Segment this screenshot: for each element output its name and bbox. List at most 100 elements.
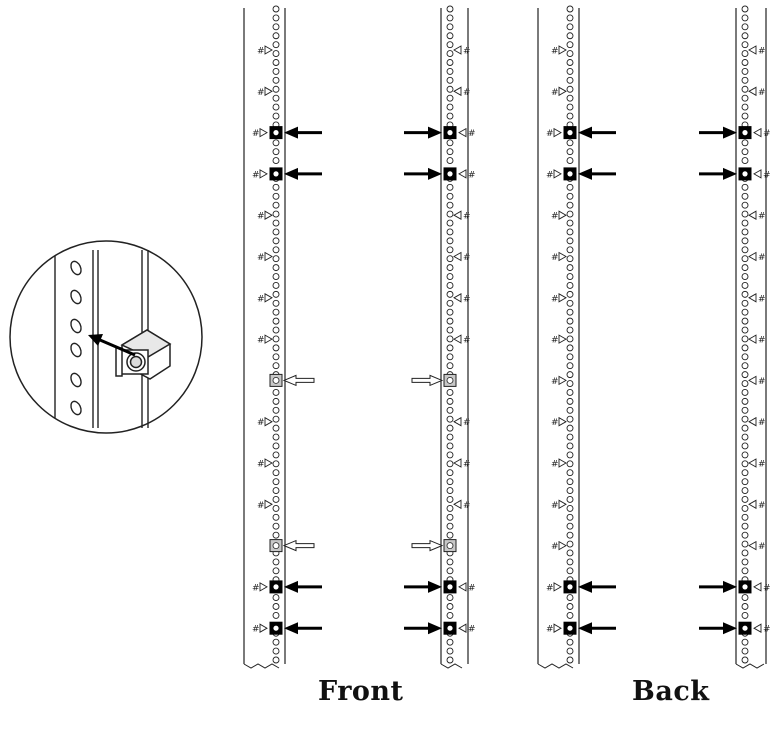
triangle-marker-icon: # (257, 499, 273, 511)
rail-hole (272, 487, 280, 495)
triangle-marker-icon (458, 582, 467, 592)
rail-hole (446, 299, 454, 307)
rail-hole (566, 67, 574, 75)
rail-hole (446, 85, 454, 93)
rail-hole (272, 299, 280, 307)
rail-hole (741, 389, 749, 396)
triangle-marker-icon: # (257, 416, 273, 428)
rail-hole (566, 112, 574, 120)
arrow-right-icon (404, 126, 442, 139)
rail-hole (272, 201, 280, 209)
detail-insert-arrow (88, 334, 136, 357)
triangle-marker-icon: # (453, 293, 471, 304)
rail-hole (741, 504, 749, 512)
unit-number-label: # (257, 460, 265, 470)
rail-hole (446, 424, 454, 432)
rail-hole (272, 415, 280, 423)
rail-hole (272, 290, 280, 298)
rail-hole (272, 611, 280, 619)
rail-hole (446, 264, 454, 272)
rail-hole (566, 23, 574, 31)
rail-hole (566, 41, 574, 49)
triangle-marker-icon: # (748, 375, 766, 387)
rail-hole (446, 308, 454, 316)
triangle-marker-icon: # (551, 416, 567, 428)
rail-hole (741, 192, 749, 200)
rail-hole (272, 478, 280, 486)
rail-hole (272, 210, 280, 218)
cage-nut-icon (563, 126, 577, 140)
rail-hole (741, 362, 749, 370)
rail-hole (741, 148, 749, 156)
rail-hole (741, 246, 749, 254)
rail-hole (272, 442, 280, 450)
arrow-left-icon (284, 126, 322, 139)
rail-hole (446, 237, 454, 245)
rail-hole (566, 460, 574, 468)
rail-hole (741, 273, 749, 280)
rail-hole (566, 389, 574, 396)
triangle-marker-icon: # (748, 45, 766, 57)
rail-hole (566, 59, 574, 66)
triangle-marker-icon: # (453, 45, 471, 57)
rail-hole (741, 290, 749, 298)
unit-number-label: # (257, 418, 265, 428)
rail-break-line (243, 663, 280, 669)
rail-hole (272, 638, 280, 646)
triangle-marker-icon: # (748, 334, 766, 346)
rail-hole (741, 469, 749, 477)
rail-hole (272, 219, 280, 227)
triangle-marker-icon: # (551, 499, 567, 511)
rail-hole (741, 549, 749, 557)
rail-hole (566, 496, 574, 503)
rail-hole (446, 94, 454, 102)
rail-hole (741, 487, 749, 495)
rail-hole (272, 264, 280, 272)
unit-number-label: # (463, 418, 471, 428)
rail-hole (741, 32, 749, 40)
rail-hole (446, 50, 454, 58)
unit-number-label: # (257, 294, 265, 304)
rail-hole (566, 32, 574, 40)
triangle-marker-icon: # (748, 86, 766, 98)
rail-hole (446, 496, 454, 503)
unit-number-label: # (758, 88, 766, 98)
rail-hole (272, 112, 280, 120)
detail-hole (70, 289, 82, 305)
rail-hole (446, 344, 454, 352)
rail-break-line (440, 663, 463, 669)
unit-number-label: # (551, 212, 559, 222)
hollow-arrow-icon (411, 539, 444, 552)
rail-hole (741, 326, 749, 334)
triangle-marker-icon (259, 623, 268, 633)
rail-hole (741, 59, 749, 66)
triangle-marker-icon: # (257, 293, 273, 304)
rail-hole (741, 424, 749, 432)
rail-hole (566, 397, 574, 405)
rail-hole (446, 112, 454, 120)
rail-hole (272, 148, 280, 156)
rail-hole (741, 433, 749, 441)
rail-hole (741, 308, 749, 316)
rail-hole (446, 326, 454, 334)
unit-number-label: # (551, 377, 559, 387)
rail-hole (446, 41, 454, 49)
rail-hole (566, 611, 574, 619)
cage-nut-icon (738, 167, 752, 181)
triangle-marker-icon: # (748, 458, 766, 470)
rail-hole (446, 638, 454, 646)
cage-nut-icon (738, 126, 752, 140)
rail-hole (741, 282, 749, 289)
rail-hole (741, 638, 749, 646)
triangle-marker-icon (553, 169, 562, 179)
rail-hole (272, 246, 280, 254)
rail-hole (272, 496, 280, 503)
rail-hole (741, 460, 749, 468)
rail-hole (566, 594, 574, 602)
rail-break-line (735, 663, 765, 669)
unit-number-label: # (257, 88, 265, 98)
unit-number-label: # (257, 336, 265, 346)
unit-number-label: # (758, 460, 766, 470)
rail-hole (272, 460, 280, 468)
rail-hole (446, 558, 454, 566)
